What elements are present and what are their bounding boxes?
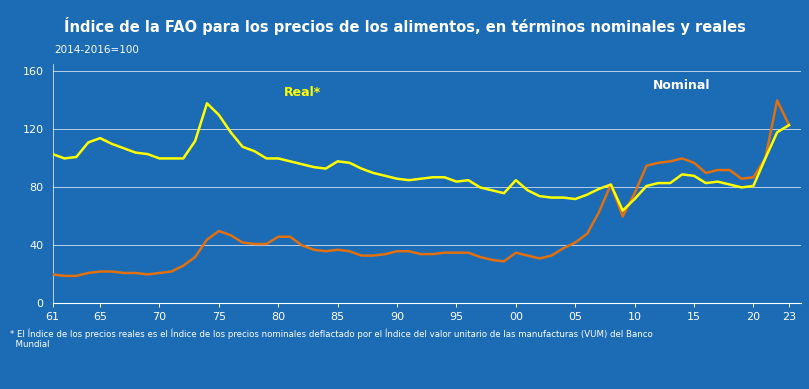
Text: Nominal: Nominal [652,79,710,92]
Text: * El Índice de los precios reales es el Índice de los precios nominales deflacta: * El Índice de los precios reales es el … [10,328,652,349]
Text: Real*: Real* [284,86,321,99]
Text: 2014-2016=100: 2014-2016=100 [54,45,139,54]
Text: Índice de la FAO para los precios de los alimentos, en términos nominales y real: Índice de la FAO para los precios de los… [64,17,745,35]
